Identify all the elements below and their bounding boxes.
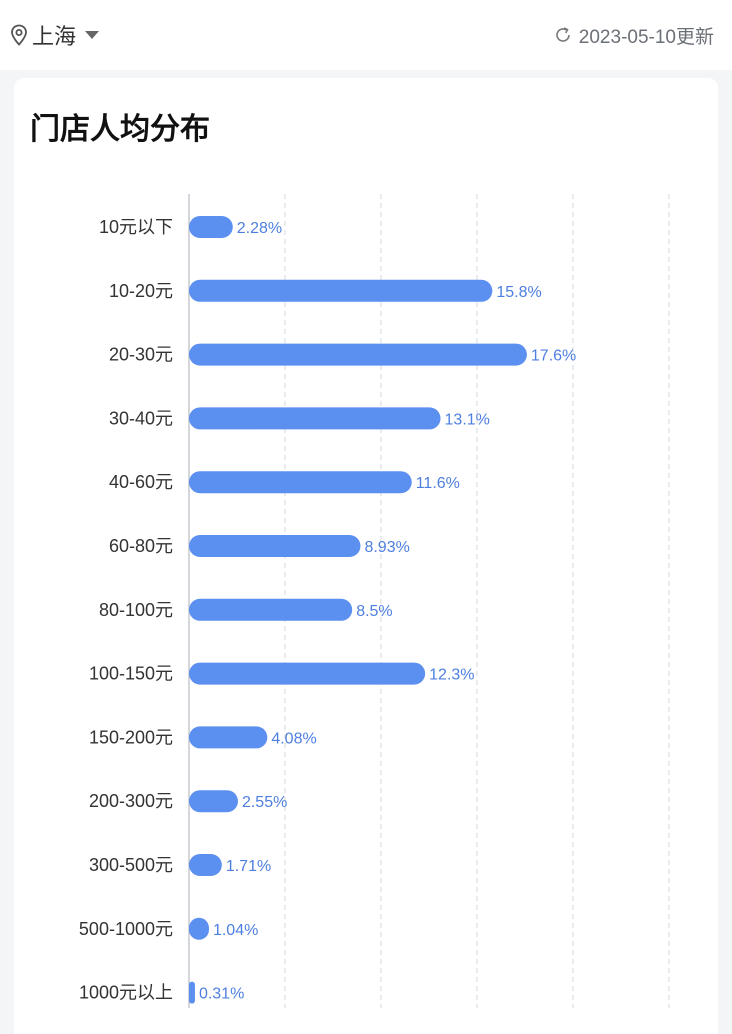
value-label: 17.6% bbox=[531, 348, 576, 365]
bar[interactable] bbox=[189, 279, 493, 302]
bar[interactable] bbox=[189, 343, 527, 366]
bar[interactable] bbox=[189, 407, 441, 430]
category-label: 500-1000元 bbox=[79, 919, 173, 939]
bar[interactable] bbox=[189, 790, 238, 813]
category-label: 10元以下 bbox=[99, 217, 173, 237]
bar[interactable] bbox=[189, 917, 209, 940]
category-label: 30-40元 bbox=[109, 408, 173, 428]
top-bar: 上海 2023-05-10更新 bbox=[0, 0, 732, 70]
category-label: 300-500元 bbox=[89, 855, 173, 875]
category-label: 1000元以上 bbox=[79, 983, 173, 1003]
bar[interactable] bbox=[189, 216, 233, 238]
value-label: 2.28% bbox=[237, 220, 282, 237]
caret-down-icon bbox=[85, 31, 100, 39]
category-label: 80-100元 bbox=[99, 600, 173, 620]
value-label: 0.31% bbox=[199, 986, 244, 1003]
category-label: 10-20元 bbox=[109, 281, 173, 301]
location-pin-icon bbox=[11, 24, 27, 46]
value-label: 1.71% bbox=[226, 858, 271, 875]
category-label: 150-200元 bbox=[89, 727, 173, 747]
bar[interactable] bbox=[189, 598, 353, 621]
update-text: 2023-05-10更新 bbox=[578, 26, 714, 48]
bar[interactable] bbox=[189, 981, 195, 1004]
value-label: 12.3% bbox=[429, 667, 474, 684]
category-label: 100-150元 bbox=[89, 664, 173, 684]
category-label: 200-300元 bbox=[89, 791, 173, 811]
value-label: 8.93% bbox=[364, 539, 409, 556]
card-title: 门店人均分布 bbox=[30, 113, 210, 146]
bar[interactable] bbox=[189, 854, 222, 876]
city-selector[interactable]: 上海 bbox=[10, 20, 100, 50]
value-label: 1.04% bbox=[213, 922, 258, 939]
category-label: 40-60元 bbox=[109, 472, 173, 492]
bar[interactable] bbox=[189, 662, 426, 685]
bar[interactable] bbox=[189, 535, 361, 557]
update-info: 2023-05-10更新 bbox=[553, 20, 714, 50]
category-label: 60-80元 bbox=[109, 536, 173, 556]
value-label: 13.1% bbox=[445, 411, 490, 428]
value-label: 8.5% bbox=[356, 603, 392, 620]
refresh-icon[interactable] bbox=[553, 25, 573, 45]
category-label: 20-30元 bbox=[109, 345, 173, 365]
value-label: 4.08% bbox=[271, 730, 316, 747]
bar[interactable] bbox=[189, 726, 268, 749]
bar[interactable] bbox=[189, 471, 412, 494]
value-label: 2.55% bbox=[242, 794, 287, 811]
distribution-card: 门店人均分布 10元以下 2.28% 10-20元 15.8% 20-30元 17.6% 3… bbox=[14, 78, 718, 1034]
value-label: 11.6% bbox=[416, 475, 460, 492]
bar-chart: 10元以下 2.28% 10-20元 15.8% 20-30元 17.6% 30-40元 13… bbox=[79, 194, 670, 1008]
value-label: 15.8% bbox=[496, 284, 541, 301]
city-name: 上海 bbox=[32, 24, 77, 49]
